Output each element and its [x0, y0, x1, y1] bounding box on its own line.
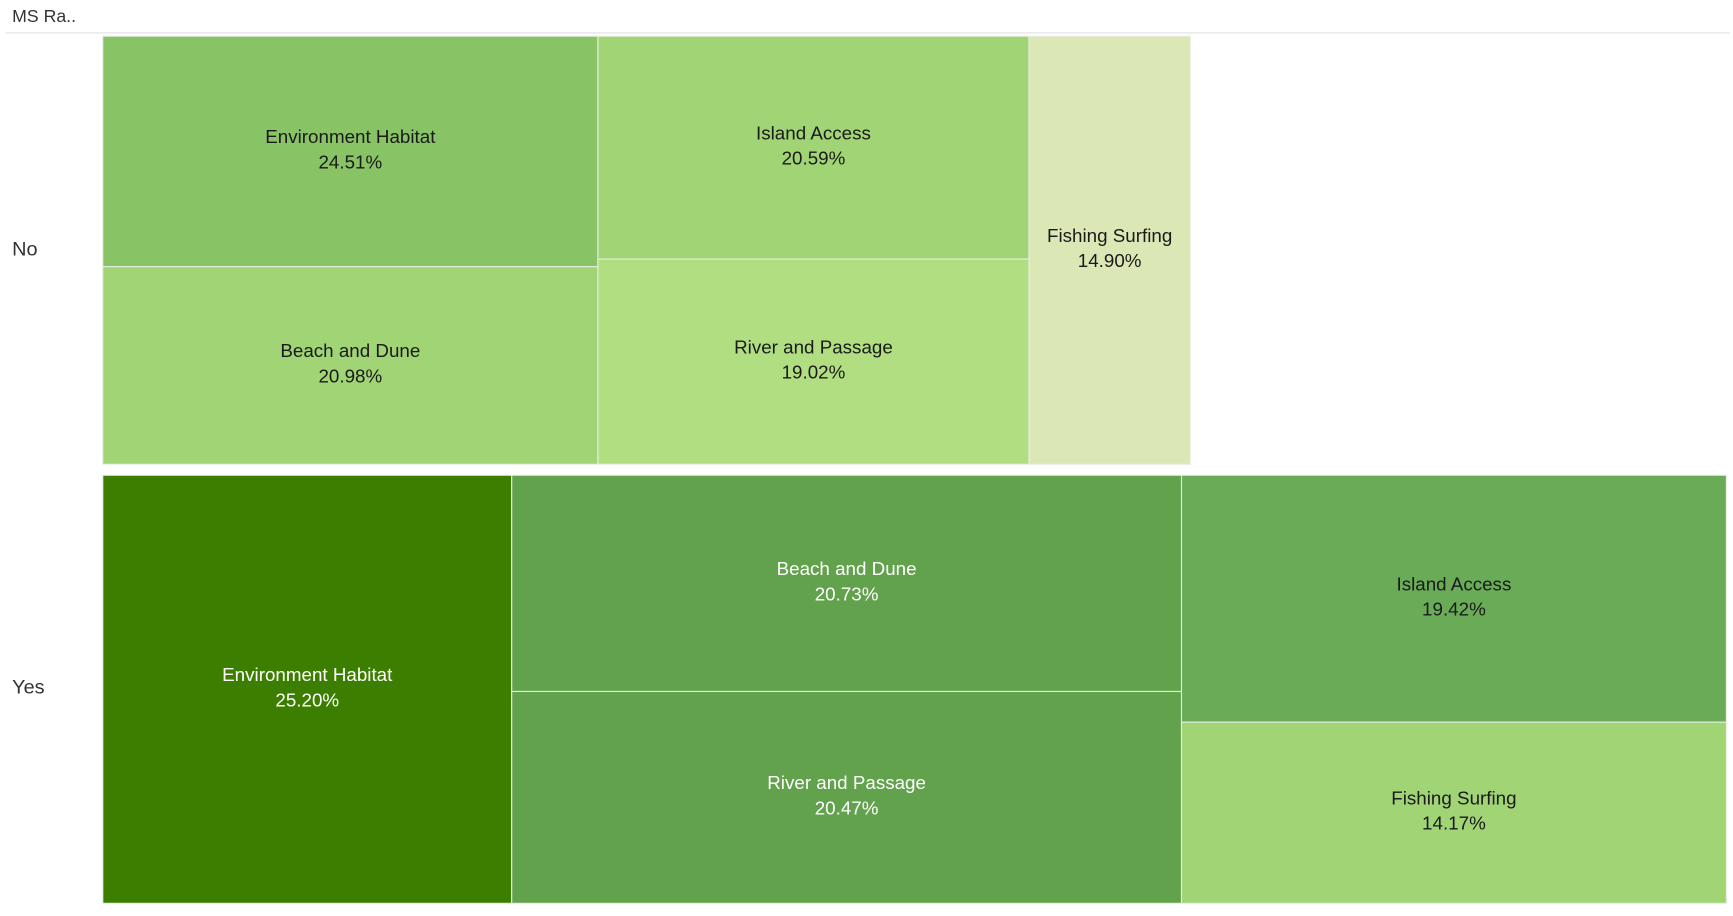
treemap-cell — [1180, 474, 1727, 723]
cell-label: Fishing Surfing — [1047, 225, 1172, 246]
cell-label: Island Access — [756, 122, 871, 143]
cell-label: River and Passage — [767, 772, 926, 793]
cell-value: 20.47% — [815, 797, 879, 818]
treemap-cell — [511, 474, 1183, 693]
group-label: No — [12, 239, 37, 261]
cell-label: Environment Habitat — [222, 664, 393, 685]
treemap-cell — [511, 690, 1183, 904]
cell-value: 19.42% — [1422, 599, 1486, 620]
cell-value: 20.73% — [815, 583, 879, 604]
cell-value: 24.51% — [318, 152, 382, 173]
cell-value: 20.98% — [318, 366, 382, 387]
cell-label: River and Passage — [734, 336, 893, 357]
cell-value: 20.59% — [782, 148, 846, 169]
cell-value: 14.17% — [1422, 813, 1486, 834]
cell-value: 14.90% — [1078, 250, 1142, 271]
cell-label: Beach and Dune — [280, 340, 420, 361]
cell-label: Beach and Dune — [777, 558, 917, 579]
cell-value: 19.02% — [782, 362, 846, 383]
cell-label: Island Access — [1397, 574, 1512, 595]
cell-label: Fishing Surfing — [1391, 788, 1516, 809]
chart-title: MS Ra.. — [12, 6, 76, 26]
treemap-cell — [1028, 35, 1191, 465]
treemap-cell — [102, 474, 513, 904]
treemap-cell — [1180, 721, 1727, 904]
treemap-cell — [102, 266, 599, 465]
cell-label: Environment Habitat — [265, 126, 436, 147]
treemap-cell — [597, 258, 1030, 465]
group-label: Yes — [12, 676, 45, 698]
cell-value: 25.20% — [275, 689, 339, 710]
